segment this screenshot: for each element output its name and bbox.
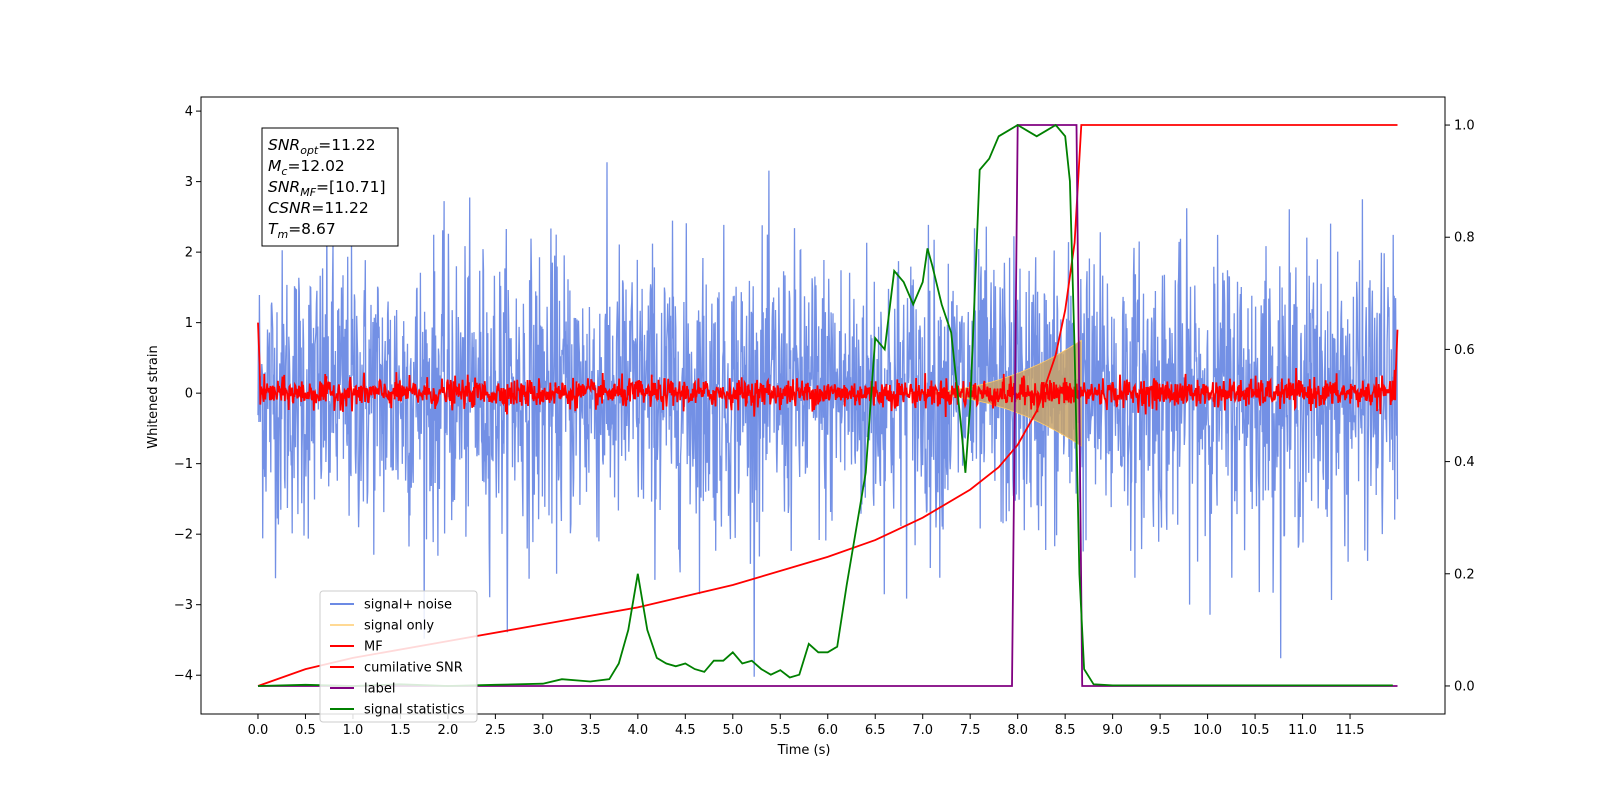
x-tick-label: 11.5	[1336, 723, 1365, 738]
y2-tick-label: 0.8	[1454, 231, 1475, 246]
legend-entry: MF	[364, 640, 383, 655]
y2-tick-label: 0.6	[1454, 343, 1475, 358]
x-tick-label: 9.0	[1102, 723, 1123, 738]
y-tick-label: 4	[185, 105, 193, 120]
legend-entry: signal statistics	[364, 703, 465, 718]
plot-area	[257, 123, 1399, 687]
x-tick-label: 6.5	[865, 723, 886, 738]
axes-frame	[200, 96, 1446, 715]
legend-entry: label	[364, 682, 395, 697]
legend-entry: signal only	[364, 619, 434, 634]
x-tick-label: 2.0	[438, 723, 459, 738]
stat-line: CSNR=11.22	[268, 199, 369, 217]
x-tick-label: 8.0	[1007, 723, 1028, 738]
x-tick-label: 2.5	[485, 723, 506, 738]
x-tick-label: 8.5	[1055, 723, 1076, 738]
x-tick-label: 7.5	[960, 723, 981, 738]
x-tick-label: 5.0	[722, 723, 743, 738]
stat-line: SNRopt=11.22	[268, 136, 376, 157]
x-tick-label: 1.5	[390, 723, 411, 738]
x-tick-label: 0.5	[295, 723, 316, 738]
stat-line: Mc=12.02	[268, 157, 345, 178]
y2-tick-label: 0.2	[1454, 567, 1475, 582]
stats-box: SNRopt=11.22Mc=12.02SNRMF=[10.71]CSNR=11…	[261, 127, 399, 247]
axes: 0.0 0.5 1.0 1.5 2.0 2.5 3.0 3.5 4.0 4.5 5.0 5.5 6.0 6…	[174, 96, 1475, 738]
y2-tick-label: 0.0	[1454, 679, 1475, 694]
legend-entry: cumilative SNR	[364, 661, 463, 676]
legend-entry: signal+ noise	[364, 598, 452, 613]
x-tick-label: 3.0	[533, 723, 554, 738]
x-tick-label: 7.0	[912, 723, 933, 738]
x-axis-label: Time (s)	[777, 743, 831, 758]
y2-tick-label: 1.0	[1454, 119, 1475, 134]
x-tick-label: 5.5	[770, 723, 791, 738]
y-tick-label: 1	[185, 316, 193, 331]
y-tick-label: 3	[185, 175, 193, 190]
y-tick-label: −2	[174, 528, 193, 543]
series-signal-noise	[257, 162, 1399, 677]
x-tick-label: 10.5	[1241, 723, 1270, 738]
y-tick-label: −3	[174, 598, 193, 613]
legend-frame	[319, 590, 478, 723]
stat-line: SNRMF=[10.71]	[268, 178, 386, 199]
stats-box-frame	[261, 127, 399, 247]
legend: signal+ noise signal only MF cumilative SNR…	[319, 590, 478, 723]
y-tick-label: 0	[185, 387, 193, 402]
x-tick-label: 9.5	[1150, 723, 1171, 738]
x-tick-label: 4.5	[675, 723, 696, 738]
series-signal-statistics	[257, 123, 1393, 687]
stat-line: Tm=8.67	[268, 220, 336, 241]
y-tick-label: −1	[174, 457, 193, 472]
x-tick-label: 0.0	[248, 723, 269, 738]
y-axis-label: Whitened strain	[146, 345, 161, 448]
y-tick-label: 2	[185, 246, 193, 261]
x-tick-label: 1.0	[343, 723, 364, 738]
x-tick-label: 3.5	[580, 723, 601, 738]
series-mf	[257, 322, 1399, 418]
x-tick-label: 6.0	[817, 723, 838, 738]
y2-tick-label: 0.4	[1454, 455, 1475, 470]
x-tick-label: 11.0	[1288, 723, 1317, 738]
x-tick-label: 4.0	[627, 723, 648, 738]
y-tick-label: −4	[174, 669, 193, 684]
x-tick-label: 10.0	[1193, 723, 1222, 738]
